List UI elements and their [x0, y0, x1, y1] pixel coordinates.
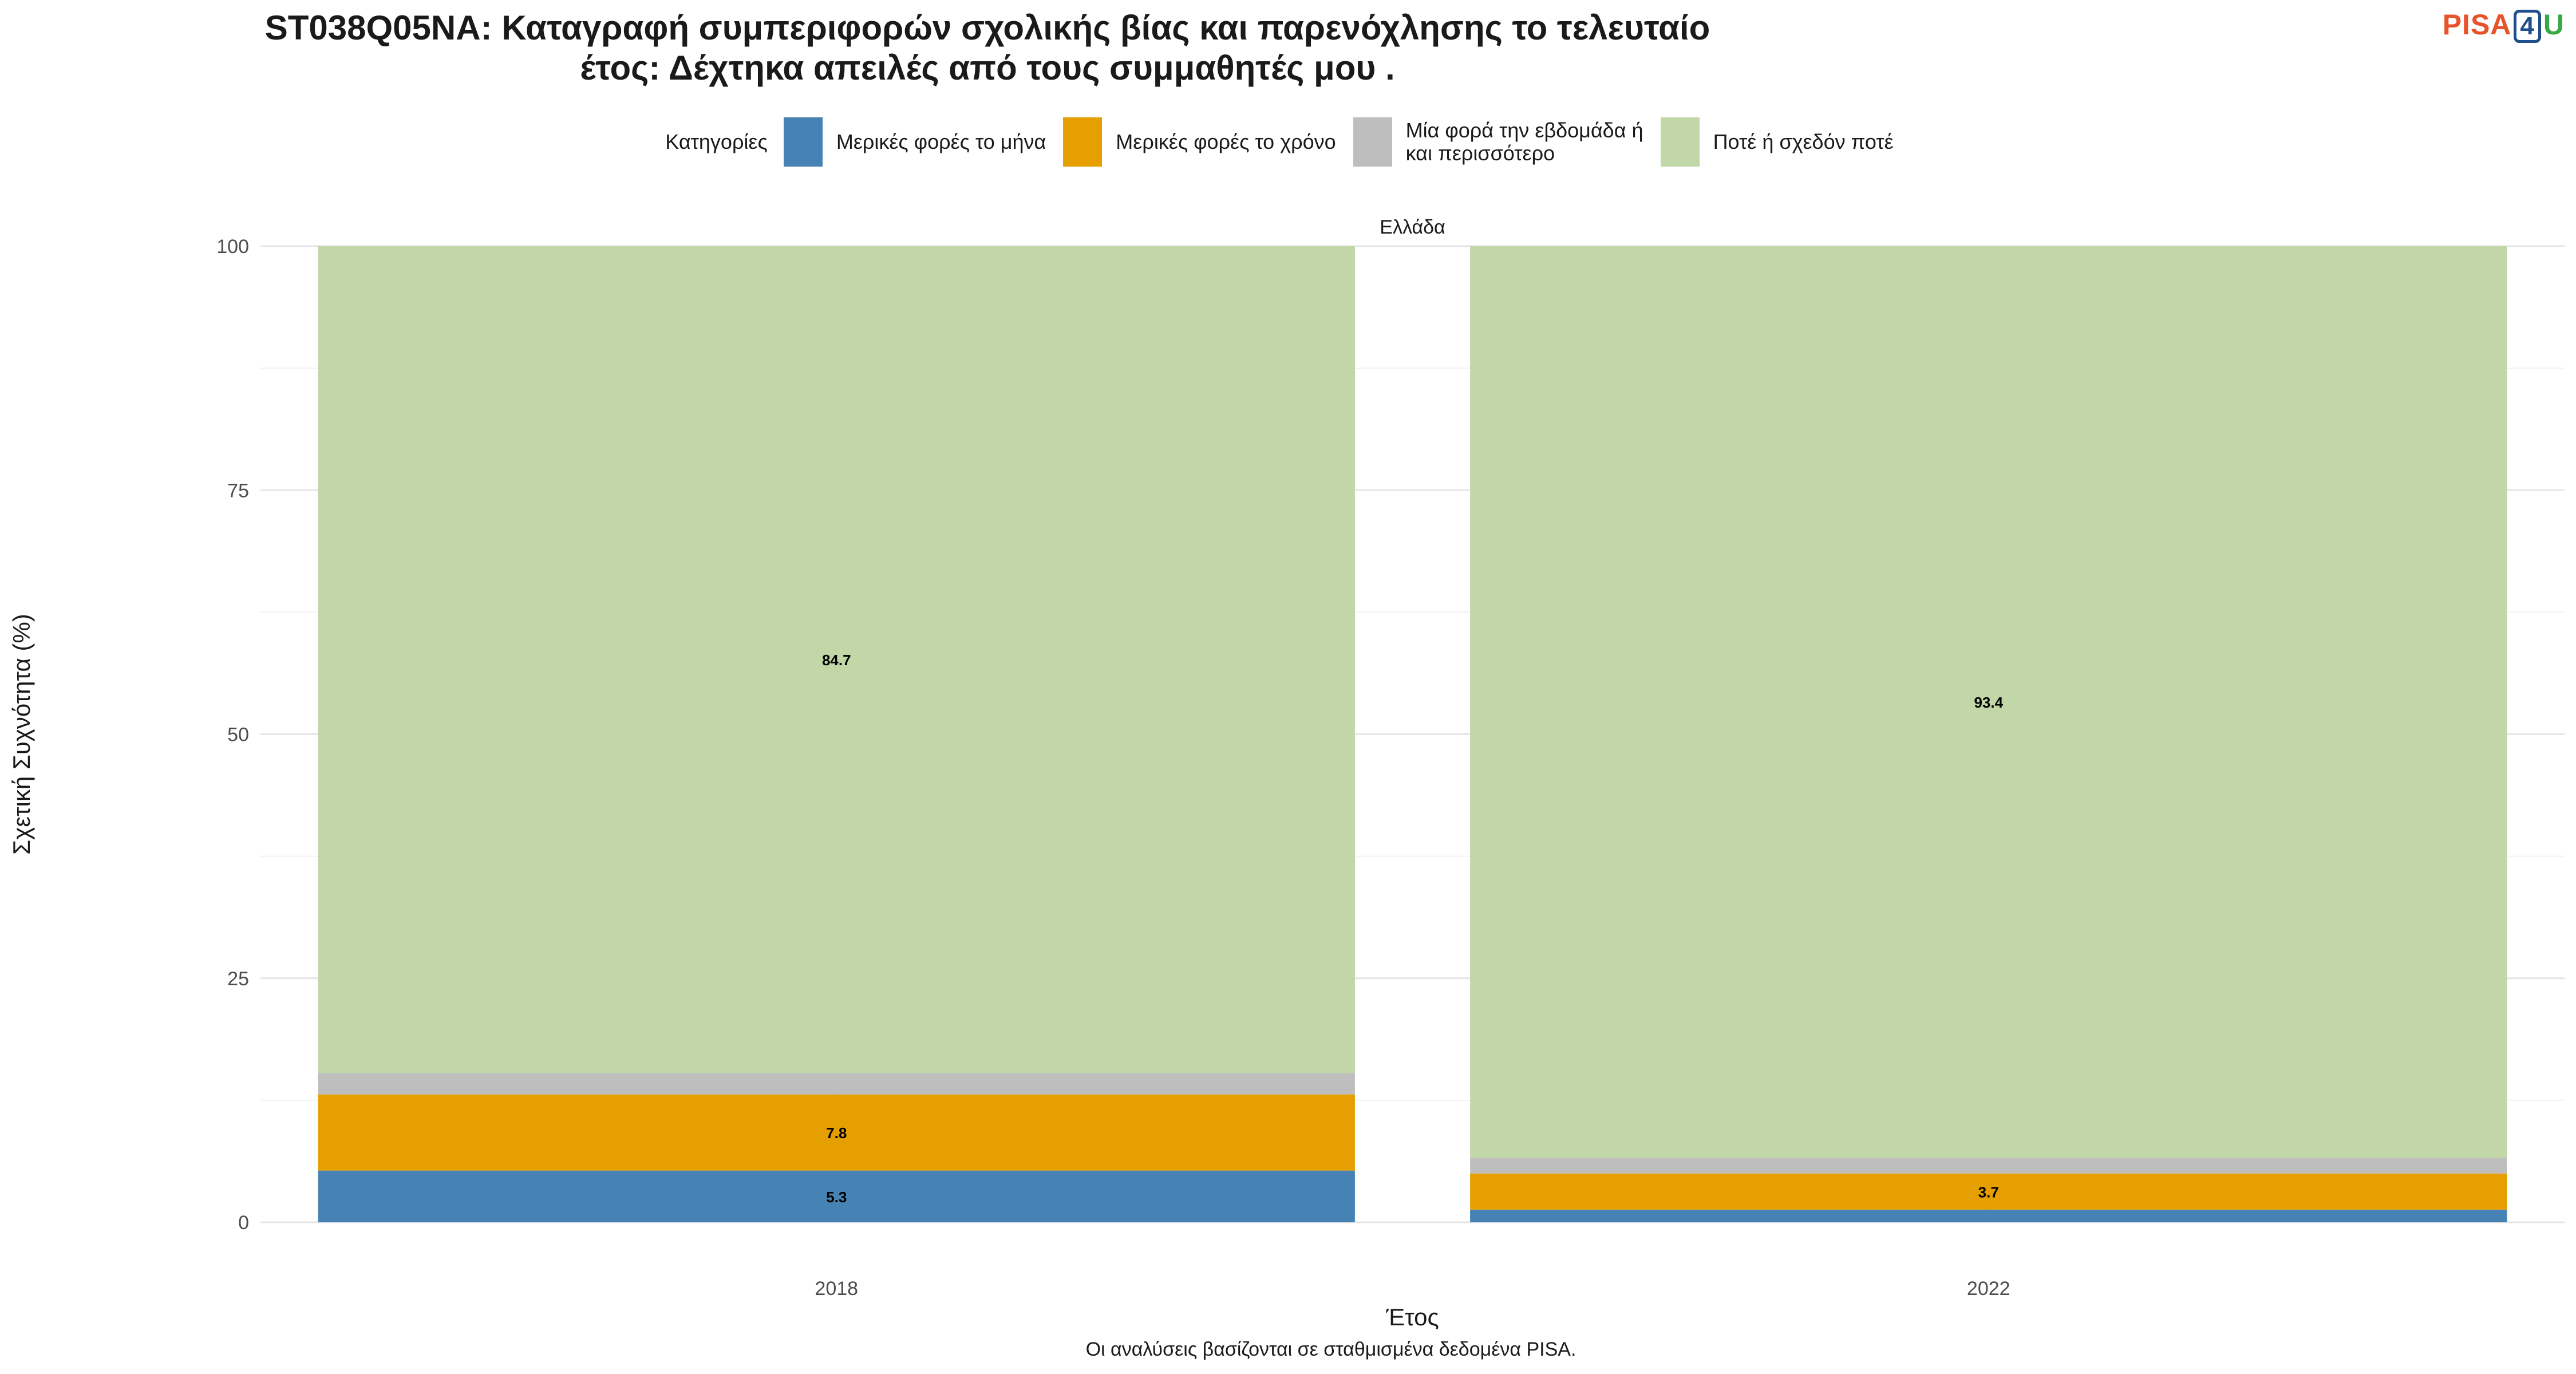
logo-u-text: U — [2543, 9, 2565, 41]
chart-title: ST038Q05NA: Καταγραφή συμπεριφορών σχολι… — [0, 8, 1975, 88]
legend: Κατηγορίες Μερικές φορές το μήνα Μερικές… — [0, 114, 2576, 169]
bar-2018-series-1 — [318, 1170, 1355, 1222]
y-tick-label: 75 — [227, 480, 249, 502]
y-tick-label: 0 — [238, 1212, 249, 1234]
data-label-2018-series-4: 84.7 — [822, 652, 851, 669]
x-tick-label: 2018 — [815, 1278, 858, 1300]
legend-item-monthly: Μερικές φορές το μήνα — [783, 117, 1046, 167]
bar-2022-series-4 — [1470, 246, 2507, 1158]
legend-item-never: Ποτέ ή σχεδόν ποτέ — [1660, 117, 1894, 167]
facet-label: Ελλάδα — [1380, 216, 1445, 238]
y-tick-label: 25 — [227, 968, 249, 990]
y-tick-label: 100 — [216, 236, 249, 258]
y-axis-title: Σχετική Συχνότητα (%) — [8, 614, 35, 855]
data-label-2022-series-4: 93.4 — [1974, 694, 2003, 711]
bar-2018-series-3 — [318, 1073, 1355, 1095]
legend-swatch-never — [1660, 117, 1700, 167]
y-tick-label: 50 — [227, 724, 249, 746]
bar-2022-series-2 — [1470, 1173, 2507, 1210]
logo-four-text: 4 — [2514, 10, 2541, 43]
legend-item-yearly: Μερικές φορές το χρόνο — [1063, 117, 1336, 167]
legend-swatch-yearly — [1063, 117, 1103, 167]
bar-2018-series-4 — [318, 246, 1355, 1073]
legend-label-yearly: Μερικές φορές το χρόνο — [1116, 130, 1336, 153]
legend-item-weekly: Μία φορά την εβδομάδα ή και περισσότερο — [1353, 117, 1643, 167]
caption: Οι αναλύσεις βασίζονται σε σταθμισμένα δ… — [1085, 1339, 1577, 1360]
legend-label-monthly: Μερικές φορές το μήνα — [836, 130, 1046, 153]
legend-swatch-weekly — [1353, 117, 1392, 167]
x-tick-label: 2022 — [1967, 1278, 2010, 1300]
legend-label-never: Ποτέ ή σχεδόν ποτέ — [1713, 130, 1894, 153]
data-label-2018-series-1: 5.3 — [826, 1189, 847, 1206]
chart-title-line-2: έτος: Δέχτηκα απειλές από τους συμμαθητέ… — [580, 49, 1395, 87]
legend-title: Κατηγορίες — [665, 130, 768, 153]
legend-label-weekly: Μία φορά την εβδομάδα ή και περισσότερο — [1405, 119, 1643, 165]
pisa4u-logo: PISA 4 U — [2443, 8, 2565, 43]
bar-2018-series-2 — [318, 1094, 1355, 1171]
bar-2022-series-3 — [1470, 1158, 2507, 1174]
logo-pisa-text: PISA — [2442, 9, 2512, 41]
bar-2022-series-1 — [1470, 1209, 2507, 1222]
x-axis-title: Έτος — [1385, 1304, 1439, 1330]
data-label-2018-series-2: 7.8 — [826, 1124, 847, 1142]
data-label-2022-series-2: 3.7 — [1978, 1183, 1999, 1201]
chart-title-line-1: ST038Q05NA: Καταγραφή συμπεριφορών σχολι… — [264, 9, 1710, 47]
legend-swatch-monthly — [783, 117, 823, 167]
